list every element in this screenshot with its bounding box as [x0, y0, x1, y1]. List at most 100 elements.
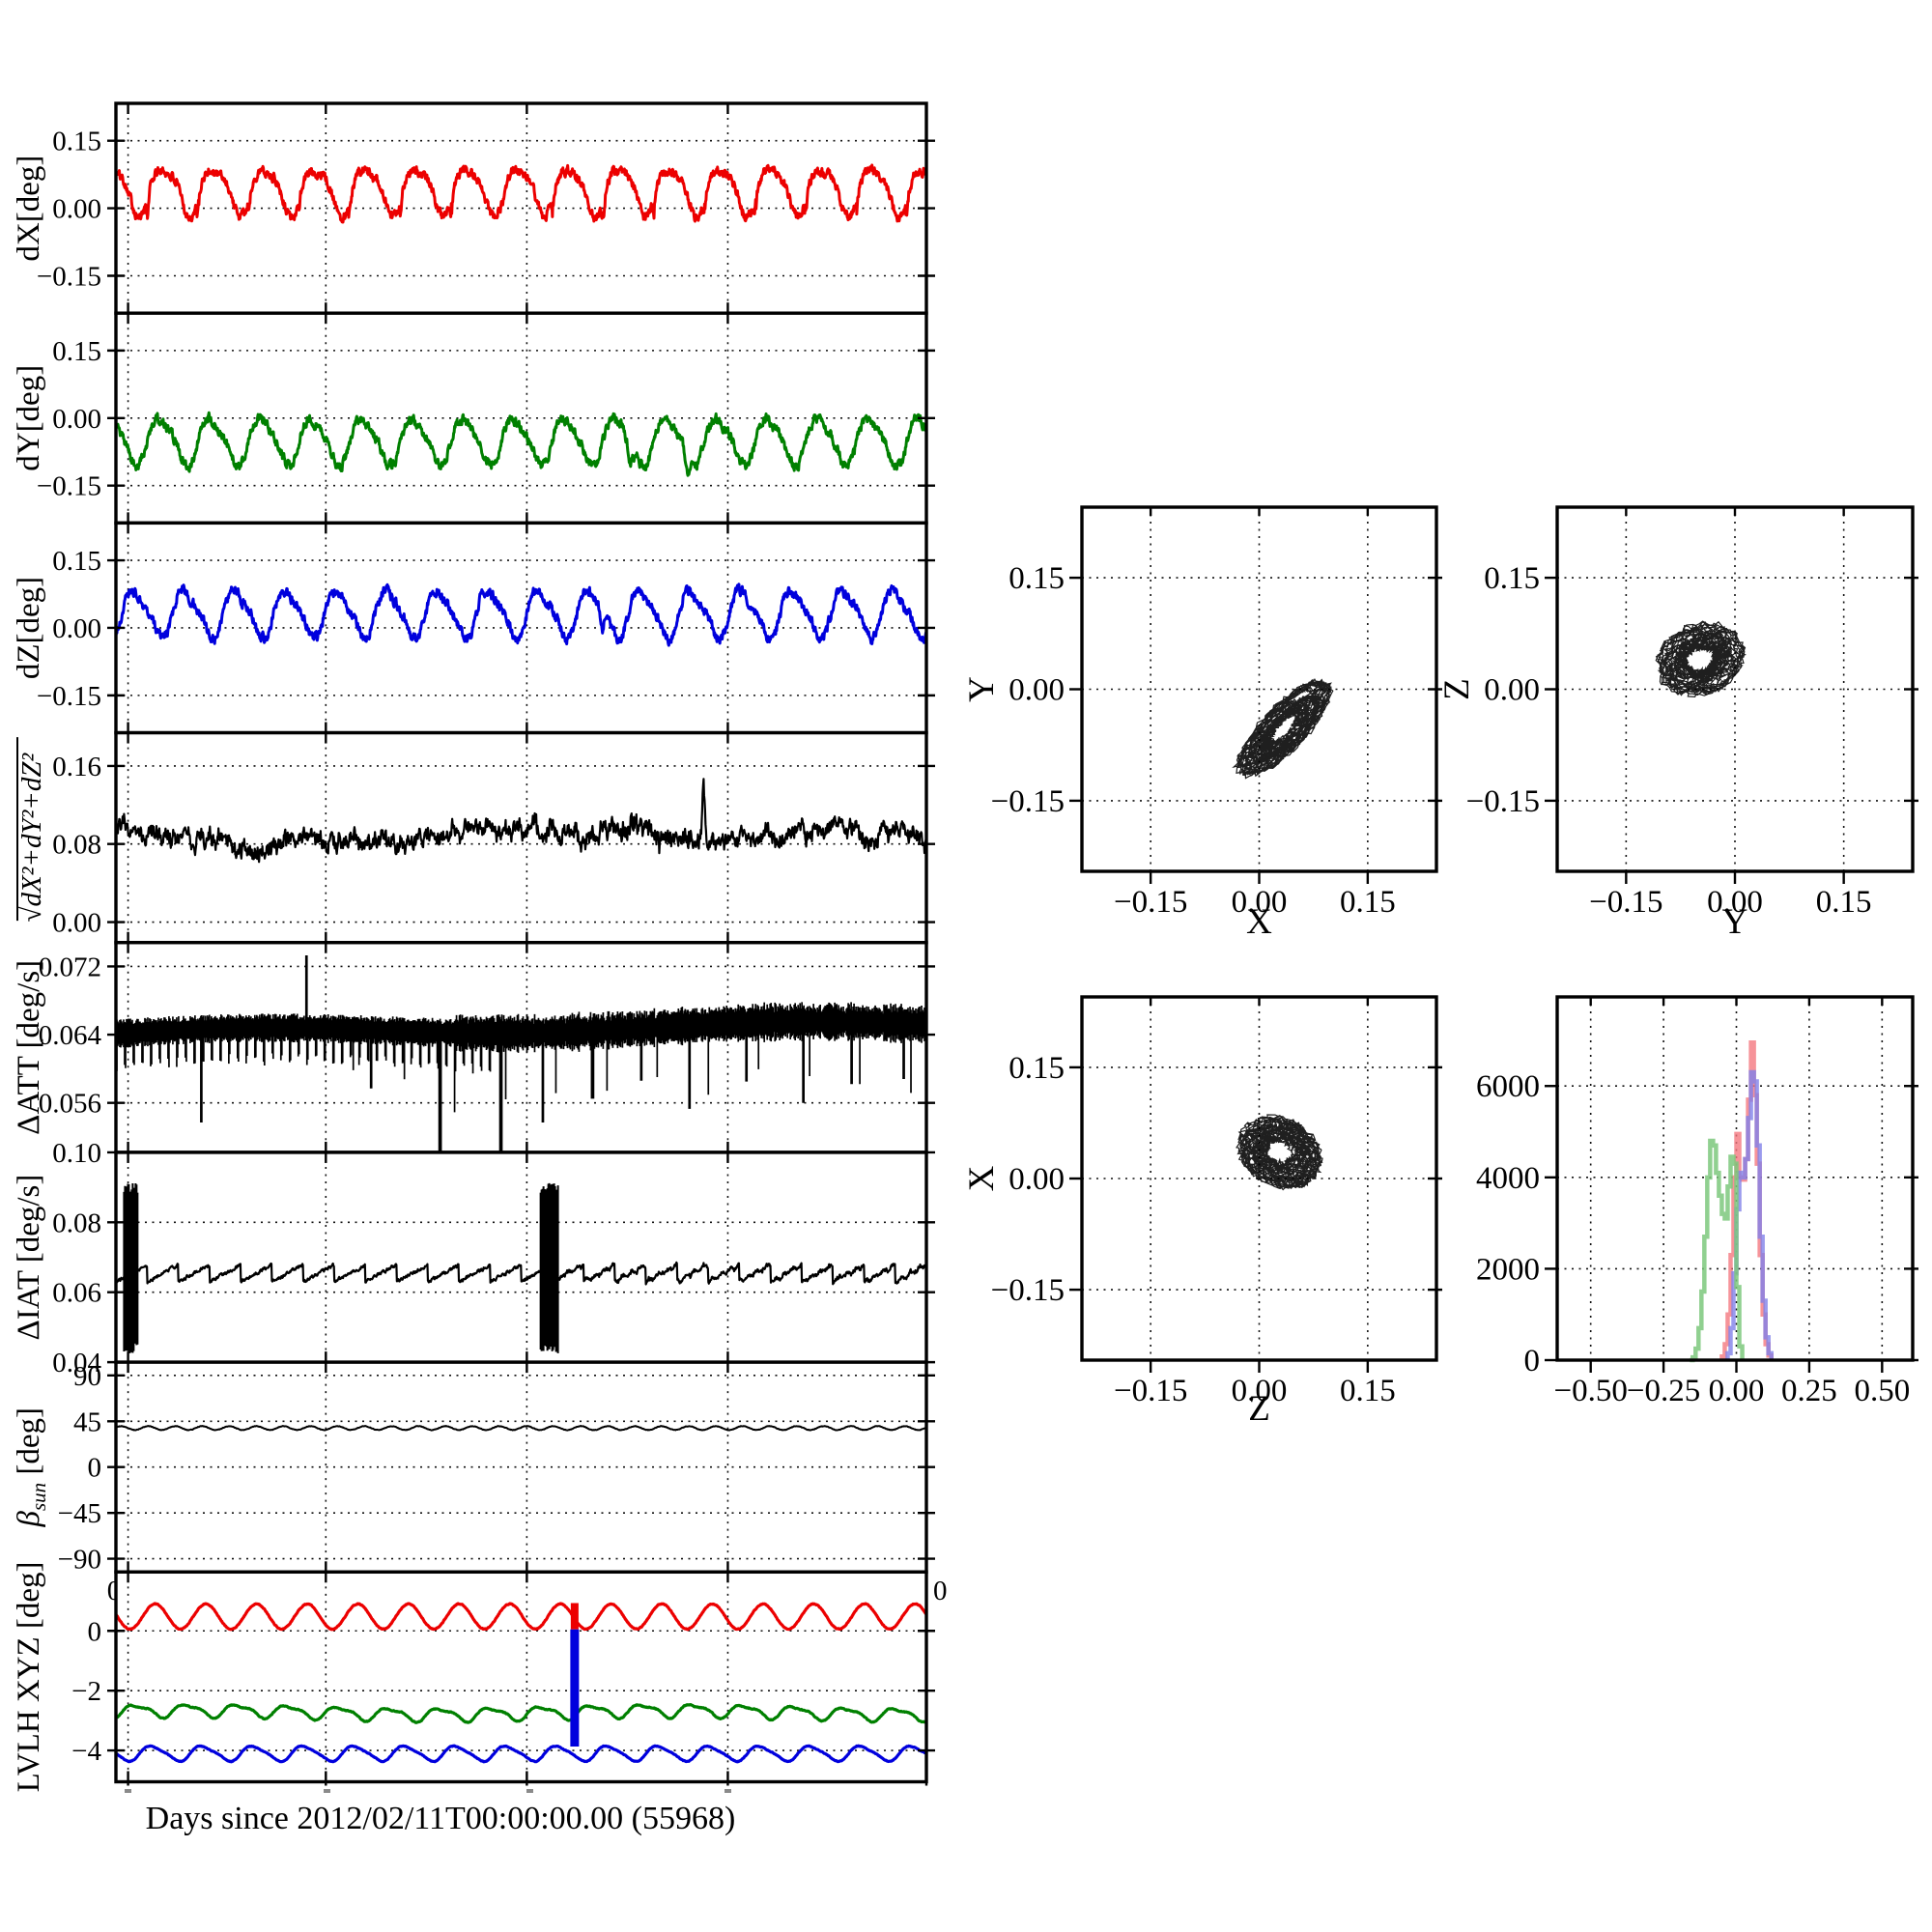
- ylabel-dZ: dZ[deg]: [12, 577, 46, 679]
- ytick-label: 0.15: [1009, 561, 1065, 596]
- ytick-label: −0.15: [991, 1273, 1065, 1308]
- ylabel-dATT: ΔATT [deg/s]: [12, 960, 46, 1135]
- ylabel-dY: dY[deg]: [12, 365, 46, 471]
- ytick-label: 0.00: [52, 194, 101, 225]
- xlabel-y-vs-x: X: [1246, 902, 1272, 942]
- xtick-label: 0.50: [1854, 1374, 1910, 1408]
- ytick-label: 0.064: [39, 1020, 102, 1051]
- xlabel-x-vs-z: Z: [1248, 1389, 1270, 1429]
- ytick-label: −0.15: [1466, 784, 1540, 819]
- scatter-z-vs-y: −0.15 0.00 0.15 0.15 0.00 −0.15 Y Z: [1437, 505, 1918, 942]
- ylabel-beta-sun: βsun [deg]: [12, 1407, 50, 1528]
- xtick-label: 0.00: [1232, 1374, 1288, 1408]
- ylabel-magnitude: √dX²+dY²+dZ²: [16, 737, 47, 922]
- ytick-label: 0.08: [52, 830, 101, 861]
- series-magnitude: [114, 778, 928, 864]
- series-dIAT-bursts: [123, 1182, 559, 1353]
- series-dIAT: [114, 1261, 928, 1286]
- ytick-label: 90: [73, 1361, 101, 1392]
- ytick-label: 0.056: [39, 1089, 101, 1120]
- tick-residue: [526, 1789, 533, 1793]
- ylabel-dIAT: ΔIAT [deg/s]: [12, 1175, 46, 1341]
- series-lvlh-y: [114, 1703, 928, 1724]
- ytick-label: 45: [73, 1406, 101, 1437]
- series-hist-z: [1725, 1069, 1774, 1360]
- ytick-label: −45: [58, 1498, 101, 1529]
- ytick-label: 0.00: [1484, 673, 1540, 708]
- ytick-label: 0.15: [52, 336, 101, 367]
- scatter-frame: [1555, 505, 1915, 873]
- ytick-label: 0.15: [1009, 1051, 1065, 1086]
- ytick-label: −4: [71, 1736, 101, 1767]
- scatter-frame: [1080, 505, 1438, 873]
- xlabel-z-vs-y: Y: [1722, 902, 1748, 942]
- ytick-label: 0: [1524, 1344, 1541, 1378]
- xtick-label: 0.15: [1816, 885, 1872, 920]
- xtick-label: 0.00: [1707, 885, 1763, 920]
- ytick-label: 0: [88, 1616, 102, 1647]
- xtick-label: −0.15: [1589, 885, 1662, 920]
- ylabel-x-vs-z: X: [962, 1165, 1002, 1191]
- xtick-label: 0.25: [1781, 1374, 1837, 1408]
- panel-lvlh-xyz: 0 −2 −4 LVLH XYZ [deg]: [12, 1561, 935, 1792]
- scatter-trajectory: [1655, 620, 1747, 698]
- series-dZ: [114, 582, 928, 647]
- xtick-label: 0.00: [1232, 885, 1288, 920]
- hist-frame: [1555, 995, 1915, 1362]
- ytick-label: 0.00: [52, 908, 101, 939]
- ytick-label: 0.10: [52, 1138, 101, 1169]
- panel-dATT-bg: [116, 942, 926, 1152]
- xtick-label: −0.50: [1554, 1374, 1628, 1408]
- x-axis-end-label-right: 0: [933, 1576, 948, 1606]
- series-lvlh-z: [114, 1744, 928, 1764]
- scatter-x-vs-z: −0.15 0.00 0.15 0.15 0.00 −0.15 Z X: [962, 995, 1442, 1429]
- tick-residue: [324, 1789, 330, 1793]
- series-dX: [114, 163, 928, 224]
- panel-magnitude: 0.16 0.08 0.00√dX²+dY²+dZ²: [16, 730, 935, 947]
- ytick-label: −0.15: [37, 681, 101, 712]
- scatter-y-vs-x: −0.15 0.00 0.15 0.15 0.00 −0.15 X Y: [962, 505, 1442, 942]
- tick-residue: [125, 1789, 131, 1793]
- ytick-label: 0.00: [1009, 1162, 1065, 1197]
- scatter-trajectory: [1232, 677, 1334, 780]
- series-hist-y: [1690, 1138, 1745, 1363]
- scatter-trajectory: [1236, 1114, 1323, 1191]
- ylabel-z-vs-y: Z: [1437, 678, 1477, 700]
- ytick-label: 0.04: [52, 1348, 101, 1378]
- ytick-label: −2: [71, 1676, 101, 1707]
- series-lvlh-x: [114, 1602, 928, 1632]
- xtick-label: −0.15: [1114, 1374, 1187, 1408]
- ytick-label: 0.15: [1484, 561, 1540, 596]
- ytick-label: 0: [88, 1453, 102, 1484]
- ylabel-dX: dX[deg]: [12, 156, 46, 262]
- ytick-label: −0.15: [37, 471, 101, 502]
- ytick-label: 0.08: [52, 1208, 101, 1238]
- ytick-label: 0.15: [52, 546, 101, 577]
- ytick-label: 0.06: [52, 1278, 101, 1309]
- ylabel-text: βsun [deg]: [12, 1407, 50, 1528]
- ytick-label: 0.15: [52, 127, 101, 157]
- xtick-label: 0.15: [1340, 1374, 1396, 1408]
- xtick-label: 0.00: [1709, 1374, 1765, 1408]
- ytick-label: 2000: [1476, 1252, 1540, 1287]
- lvlh-histogram: −0.50 −0.25 0.00 0.25 0.50 0 2000 4000 6000: [1476, 995, 1918, 1408]
- ytick-label: 0.16: [52, 752, 101, 782]
- ylabel-lvlh-xyz: LVLH XYZ [deg]: [12, 1561, 46, 1792]
- ytick-label: −90: [58, 1545, 101, 1576]
- scatter-frame: [1080, 995, 1438, 1362]
- xtick-label: 0.15: [1340, 885, 1396, 920]
- series-beta-sun: [115, 1425, 927, 1432]
- ytick-label: −0.15: [37, 262, 101, 293]
- series-dY: [114, 411, 928, 477]
- panel-beta-sun: 90 45 0 −45 −90 βsun [deg]: [12, 1360, 935, 1577]
- ylabel-text: √dX²+dY²+dZ²: [16, 753, 47, 923]
- tick-residue: [724, 1789, 731, 1793]
- xtick-label: −0.15: [1114, 885, 1187, 920]
- ytick-label: 0.00: [1009, 673, 1065, 708]
